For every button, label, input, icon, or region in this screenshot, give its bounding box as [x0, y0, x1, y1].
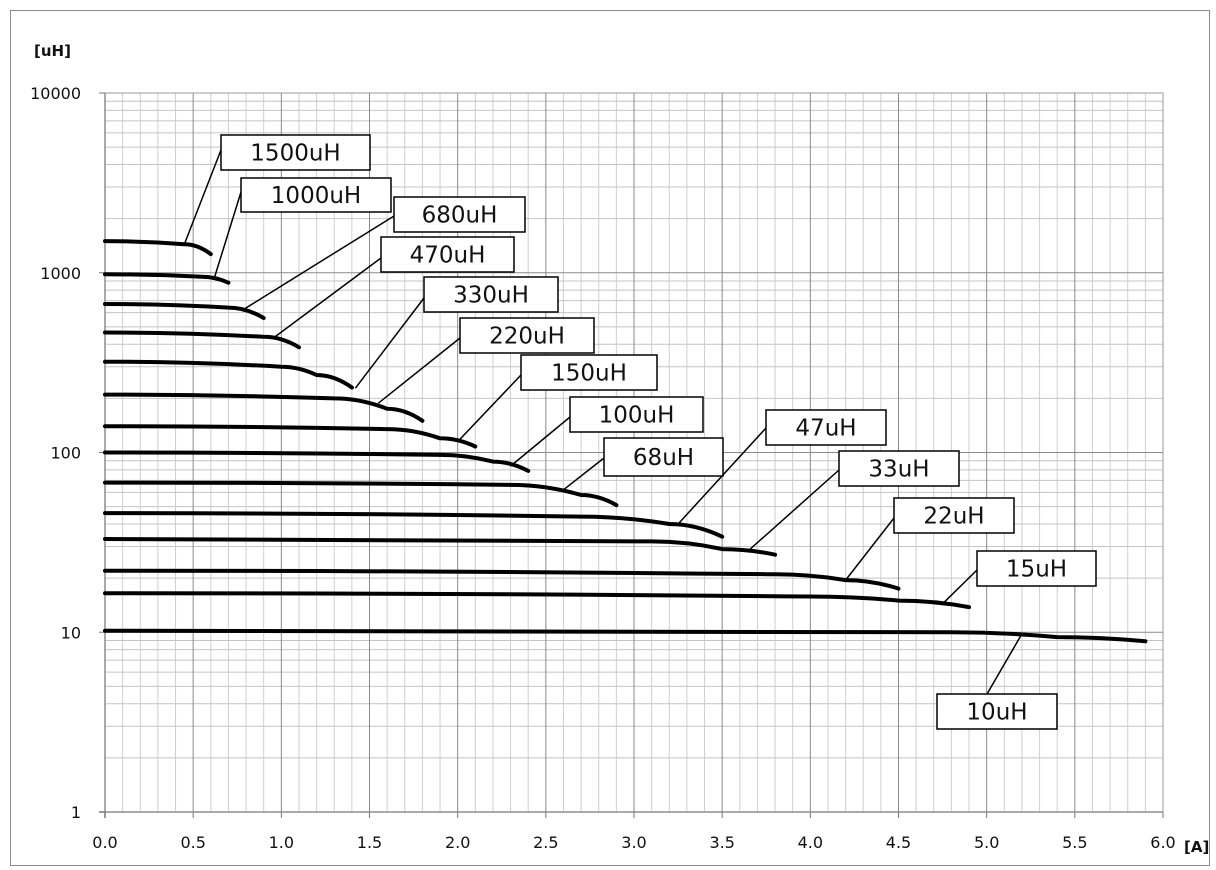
y-tick-label: 10000: [30, 84, 81, 103]
label-box-470uH: [380, 236, 515, 273]
series-label-220uH: 220uH: [489, 324, 565, 350]
series-label-680uH: 680uH: [422, 203, 498, 229]
x-tick-label: 0.5: [180, 833, 205, 852]
leader-line-470uH: [272, 257, 382, 340]
x-tick-label: 1.5: [357, 833, 382, 852]
label-box-33uH: [838, 450, 960, 487]
label-box-100uH: [569, 396, 704, 433]
series-line-33uH: [103, 537, 778, 557]
x-tick-label: 3.0: [621, 833, 646, 852]
series-label-22uH: 22uH: [923, 504, 984, 530]
y-unit-label: [uH]: [34, 42, 71, 60]
leader-line-22uH: [845, 517, 895, 581]
label-box-330uH: [423, 276, 559, 313]
series-line-470uH: [103, 330, 301, 350]
series-line-680uH: [103, 302, 266, 320]
series-line-47uH: [103, 511, 725, 539]
series-line-220uH: [103, 392, 425, 423]
series-label-330uH: 330uH: [453, 283, 529, 309]
leader-line-68uH: [563, 457, 605, 491]
y-tick-label: 10: [61, 623, 81, 642]
series-label-10uH: 10uH: [966, 700, 1027, 726]
leader-line-1000uH: [213, 191, 242, 279]
series-line-330uH: [103, 359, 354, 390]
series-line-10uH: [103, 628, 1148, 644]
label-box-1500uH: [220, 134, 371, 171]
x-unit-label: [A]: [1184, 838, 1209, 856]
leader-line-680uH: [242, 215, 395, 311]
x-tick-label: 5.5: [1062, 833, 1087, 852]
series-label-15uH: 15uH: [1006, 557, 1067, 583]
label-box-680uH: [393, 196, 526, 233]
series-label-100uH: 100uH: [599, 403, 675, 429]
x-tick-label: 4.0: [798, 833, 823, 852]
x-tick-label: 2.5: [533, 833, 558, 852]
series-line-100uH: [103, 450, 531, 473]
leader-line-47uH: [677, 427, 767, 525]
series-lines: [103, 239, 1148, 644]
leader-line-220uH: [377, 337, 461, 404]
label-box-22uH: [893, 497, 1015, 534]
series-labels: 1500uH 1000uH 680uH 470uH 330uH 220uH 150uH 100…: [183, 134, 1097, 730]
series-label-150uH: 150uH: [551, 361, 627, 387]
series-label-1000uH: 1000uH: [271, 183, 361, 209]
y-tick-label: 100: [50, 444, 81, 463]
leader-line-330uH: [354, 297, 425, 389]
x-tick-label: 0.0: [92, 833, 117, 852]
leader-line-15uH: [942, 569, 978, 605]
tick-labels: 0.0 0.5 1.0 1.5 2.0 2.5 3.0 3.5 4.0 4.5 5.0 5.5 6.0 1…: [30, 84, 1176, 852]
label-box-47uH: [765, 409, 887, 446]
label-box-150uH: [520, 354, 658, 391]
leader-line-100uH: [510, 416, 571, 467]
series-line-22uH: [103, 568, 901, 591]
series-line-15uH: [103, 591, 971, 610]
x-tick-label: 4.5: [886, 833, 911, 852]
leader-line-1500uH: [183, 149, 222, 245]
y-tick-label: 1000: [40, 264, 81, 283]
x-tick-label: 1.0: [269, 833, 294, 852]
leader-line-150uH: [457, 374, 522, 443]
x-tick-label: 6.0: [1150, 833, 1175, 852]
label-box-10uH: [936, 693, 1058, 730]
label-box-15uH: [976, 550, 1097, 587]
label-box-68uH: [603, 437, 724, 477]
x-tick-label: 5.0: [974, 833, 999, 852]
leader-line-33uH: [748, 469, 840, 552]
series-label-68uH: 68uH: [633, 445, 694, 471]
x-tick-label: 3.5: [709, 833, 734, 852]
leader-line-10uH: [986, 633, 1023, 695]
label-box-220uH: [459, 317, 595, 354]
series-label-33uH: 33uH: [868, 457, 929, 483]
series-label-1500uH: 1500uH: [250, 141, 340, 167]
y-tick-label: 1: [71, 803, 81, 822]
label-box-1000uH: [240, 177, 392, 213]
x-tick-label: 2.0: [445, 833, 470, 852]
series-line-68uH: [103, 480, 619, 508]
series-label-47uH: 47uH: [795, 416, 856, 442]
series-line-1000uH: [103, 272, 231, 285]
series-label-470uH: 470uH: [410, 243, 486, 269]
series-line-150uH: [103, 424, 478, 449]
series-line-1500uH: [103, 239, 213, 257]
